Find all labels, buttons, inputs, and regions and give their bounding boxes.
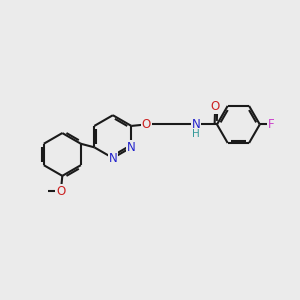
Text: N: N bbox=[127, 141, 136, 154]
Text: N: N bbox=[109, 152, 117, 165]
Text: O: O bbox=[211, 100, 220, 113]
Text: F: F bbox=[268, 118, 274, 131]
Text: O: O bbox=[56, 185, 65, 198]
Text: O: O bbox=[142, 118, 151, 131]
Text: N: N bbox=[192, 118, 200, 131]
Text: H: H bbox=[192, 129, 200, 139]
